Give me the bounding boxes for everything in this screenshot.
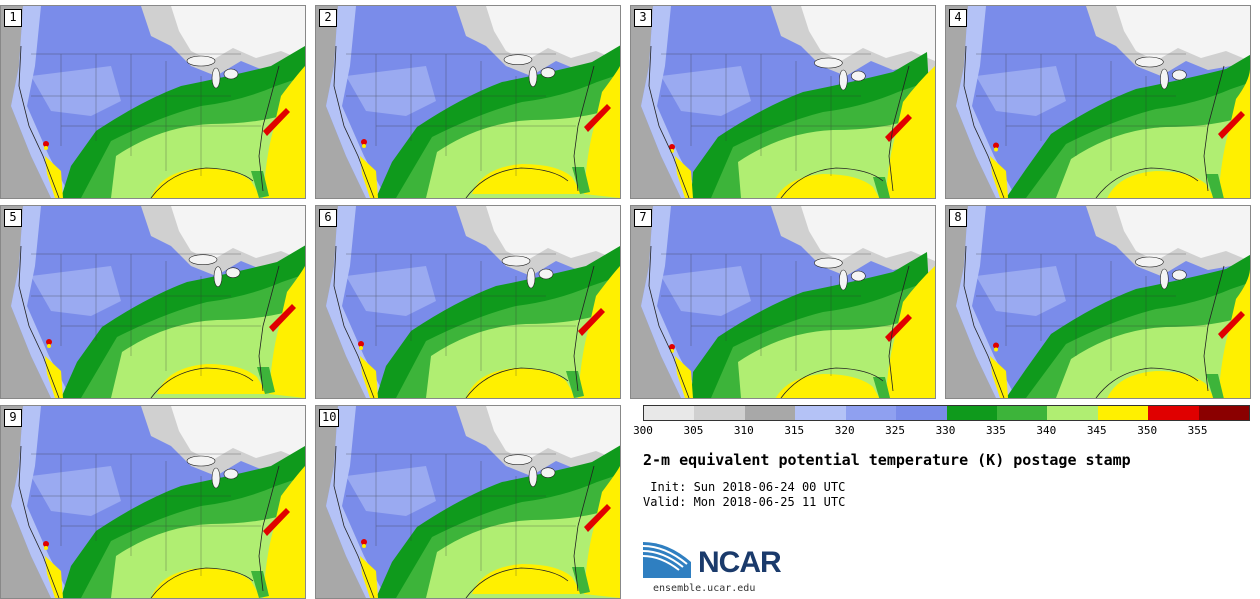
postage-stamp-map: 3 <box>630 5 936 199</box>
colorbar-tick-label: 340 <box>1036 424 1057 437</box>
postage-stamp-map: 5 <box>0 205 306 399</box>
colorbar-swatch <box>1198 406 1250 420</box>
colorbar-swatch <box>996 406 1048 420</box>
colorbar-tick-label: 300 <box>633 424 653 437</box>
colorbar-tick-label: 355 <box>1187 424 1208 437</box>
colorbar-swatch <box>1097 406 1149 420</box>
postage-stamp-map: 7 <box>630 205 936 399</box>
colorbar-tick-label: 325 <box>885 424 906 437</box>
colorbar-swatch <box>946 406 997 420</box>
stamp-member-number: 10 <box>319 409 340 427</box>
postage-stamp-map: 9 <box>0 405 306 599</box>
postage-stamp-map: 10 <box>315 405 621 599</box>
stamp-member-number: 2 <box>319 9 337 27</box>
colorbar-swatch <box>896 406 947 420</box>
site-url: ensemble.ucar.edu <box>653 583 756 594</box>
stamp-member-number: 4 <box>949 9 967 27</box>
stamp-member-number: 9 <box>4 409 22 427</box>
postage-stamp-map: 1 <box>0 5 306 199</box>
stamp-member-number: 1 <box>4 9 22 27</box>
chart-title: 2-m equivalent potential temperature (K)… <box>643 451 1131 469</box>
colorbar-swatch <box>644 406 695 420</box>
colorbar-swatch <box>744 406 796 420</box>
stamp-member-number: 7 <box>634 209 652 227</box>
colorbar-swatch <box>845 406 897 420</box>
colorbar-tick-label: 345 <box>1086 424 1107 437</box>
colorbar-tick-label: 305 <box>683 424 704 437</box>
ncar-logo-icon <box>643 542 691 578</box>
init-time: Init: Sun 2018-06-24 00 UTC <box>643 480 846 494</box>
postage-stamp-map: 2 <box>315 5 621 199</box>
postage-stamp-map: 6 <box>315 205 621 399</box>
colorbar-tick-label: 330 <box>935 424 956 437</box>
valid-time: Valid: Mon 2018-06-25 11 UTC <box>643 495 846 509</box>
colorbar-swatch <box>795 406 846 420</box>
stamp-member-number: 5 <box>4 209 22 227</box>
colorbar-tick-label: 335 <box>985 424 1006 437</box>
colorbar <box>643 405 1250 421</box>
colorbar-swatch <box>694 406 745 420</box>
colorbar-swatch <box>1047 406 1098 420</box>
stamp-member-number: 6 <box>319 209 337 227</box>
colorbar-tick-label: 320 <box>834 424 855 437</box>
stamp-member-number: 3 <box>634 9 652 27</box>
colorbar-tick-labels: 300 305 310 315 320 325 330 335 340 345 350 355 <box>633 424 1248 438</box>
colorbar-tick-label: 310 <box>733 424 754 437</box>
colorbar-swatch <box>1148 406 1199 420</box>
colorbar-tick-label: 315 <box>784 424 805 437</box>
postage-stamp-map: 8 <box>945 205 1251 399</box>
postage-stamp-map: 4 <box>945 5 1251 199</box>
colorbar-tick-label: 350 <box>1137 424 1158 437</box>
stamp-member-number: 8 <box>949 209 967 227</box>
ncar-logo-text: NCAR <box>698 546 782 579</box>
